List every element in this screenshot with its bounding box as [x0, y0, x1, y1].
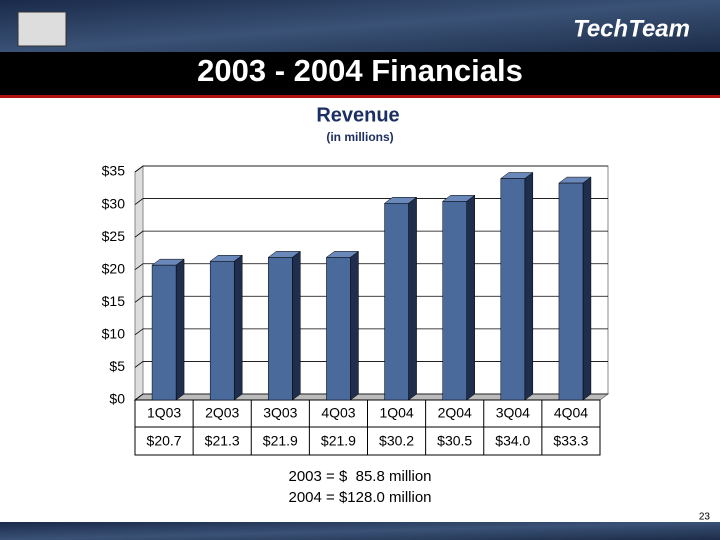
bar — [326, 257, 351, 401]
iso-badge — [17, 11, 67, 47]
bar — [558, 182, 584, 401]
value-label: $30.5 — [437, 433, 472, 449]
x-tick-label: 3Q04 — [496, 405, 530, 421]
value-label: $21.3 — [205, 433, 240, 449]
page-number: 23 — [699, 512, 711, 523]
y-tick-label: $25 — [102, 228, 126, 244]
x-tick-label: 3Q03 — [263, 405, 297, 421]
title-bar — [0, 52, 720, 96]
bar — [500, 178, 526, 401]
bar-side — [466, 194, 475, 401]
bar — [442, 201, 467, 401]
title-rule — [0, 95, 720, 98]
footer-band — [0, 522, 720, 540]
annotation: 2003 = $ 85.8 million — [288, 468, 431, 485]
header-band — [0, 0, 720, 52]
value-label: $21.9 — [321, 433, 356, 449]
y-tick-label: $0 — [109, 391, 125, 407]
chart-subtitle: (in millions) — [326, 130, 393, 144]
x-tick-label: 4Q03 — [321, 405, 355, 421]
bar-side — [524, 172, 534, 401]
bar-side — [292, 250, 301, 401]
bar-side — [175, 258, 185, 401]
bar — [268, 257, 293, 401]
floor — [133, 393, 610, 401]
bar — [384, 203, 409, 401]
bar-side — [233, 254, 243, 401]
x-tick-label: 1Q04 — [379, 405, 413, 421]
value-label: $34.0 — [495, 433, 530, 449]
y-tick-label: $5 — [109, 358, 125, 374]
bar — [151, 264, 177, 401]
y-tick-label: $30 — [102, 195, 126, 211]
bar-side — [408, 196, 417, 401]
value-label: $33.3 — [553, 433, 588, 449]
bar — [209, 260, 235, 401]
logo: TechTeam — [573, 15, 690, 42]
x-tick-label: 1Q03 — [147, 405, 181, 421]
x-tick-label: 2Q04 — [438, 405, 472, 421]
x-tick-label: 2Q03 — [205, 405, 239, 421]
bar-side — [350, 250, 359, 401]
value-label: $30.2 — [379, 433, 414, 449]
y-tick-label: $20 — [102, 260, 126, 276]
y-tick-label: $35 — [102, 163, 126, 179]
annotation: 2004 = $128.0 million — [288, 489, 431, 506]
value-label: $21.9 — [263, 433, 298, 449]
chart-title: Revenue — [316, 104, 399, 126]
slide-title: 2003 - 2004 Financials — [197, 53, 523, 88]
value-label: $20.7 — [147, 433, 182, 449]
x-tick-label: 4Q04 — [554, 405, 588, 421]
grid-line — [134, 165, 608, 173]
y-tick-label: $15 — [102, 293, 126, 309]
y-tick-label: $10 — [102, 326, 126, 342]
bar-side — [582, 176, 592, 401]
